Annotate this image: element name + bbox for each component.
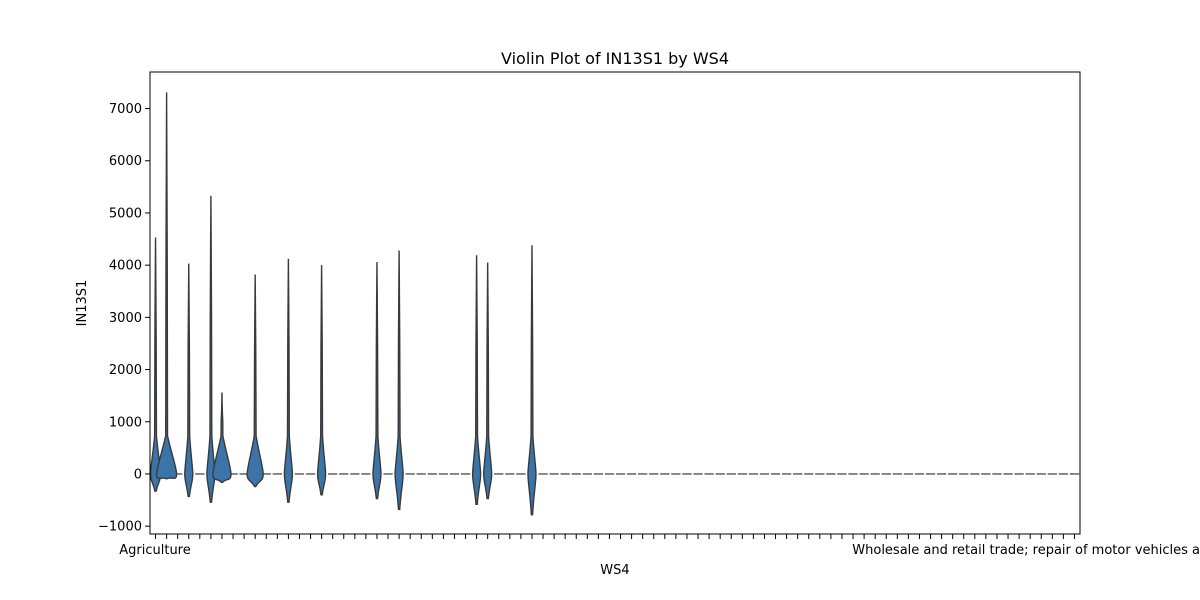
y-tick-label: −1000 [98,520,142,535]
violin [471,255,482,505]
plot-frame [149,71,1081,535]
x-axis-label: WS4 [600,563,629,578]
violin [372,262,382,500]
x-tick-label-last: Wholesale and retail trade; repair of mo… [852,543,1200,558]
y-tick-label: 7000 [109,102,142,117]
y-axis-ticks: −1000 0 1000 2000 3000 4000 5000 6000 7000 [98,102,150,535]
y-tick-label: 0 [134,467,142,482]
chart-title: Violin Plot of IN13S1 by WS4 [501,49,729,68]
violin [155,92,178,480]
violin [482,262,493,500]
violin [184,263,194,498]
violin [149,237,162,492]
y-axis-label: IN13S1 [75,280,90,327]
y-tick-label: 3000 [109,311,142,326]
violin [316,265,327,496]
violin [527,245,537,516]
violin [246,274,264,488]
violin [283,258,294,503]
y-tick-label: 5000 [109,206,142,221]
y-tick-label: 6000 [109,154,142,169]
violin [206,195,216,503]
x-axis-ticks [155,534,1075,539]
violins [149,92,537,516]
y-tick-label: 2000 [109,363,142,378]
y-tick-label: 1000 [109,415,142,430]
x-tick-label-first: Agriculture [119,543,191,558]
violin [212,392,232,484]
violin [394,250,404,511]
y-tick-label: 4000 [109,259,142,274]
